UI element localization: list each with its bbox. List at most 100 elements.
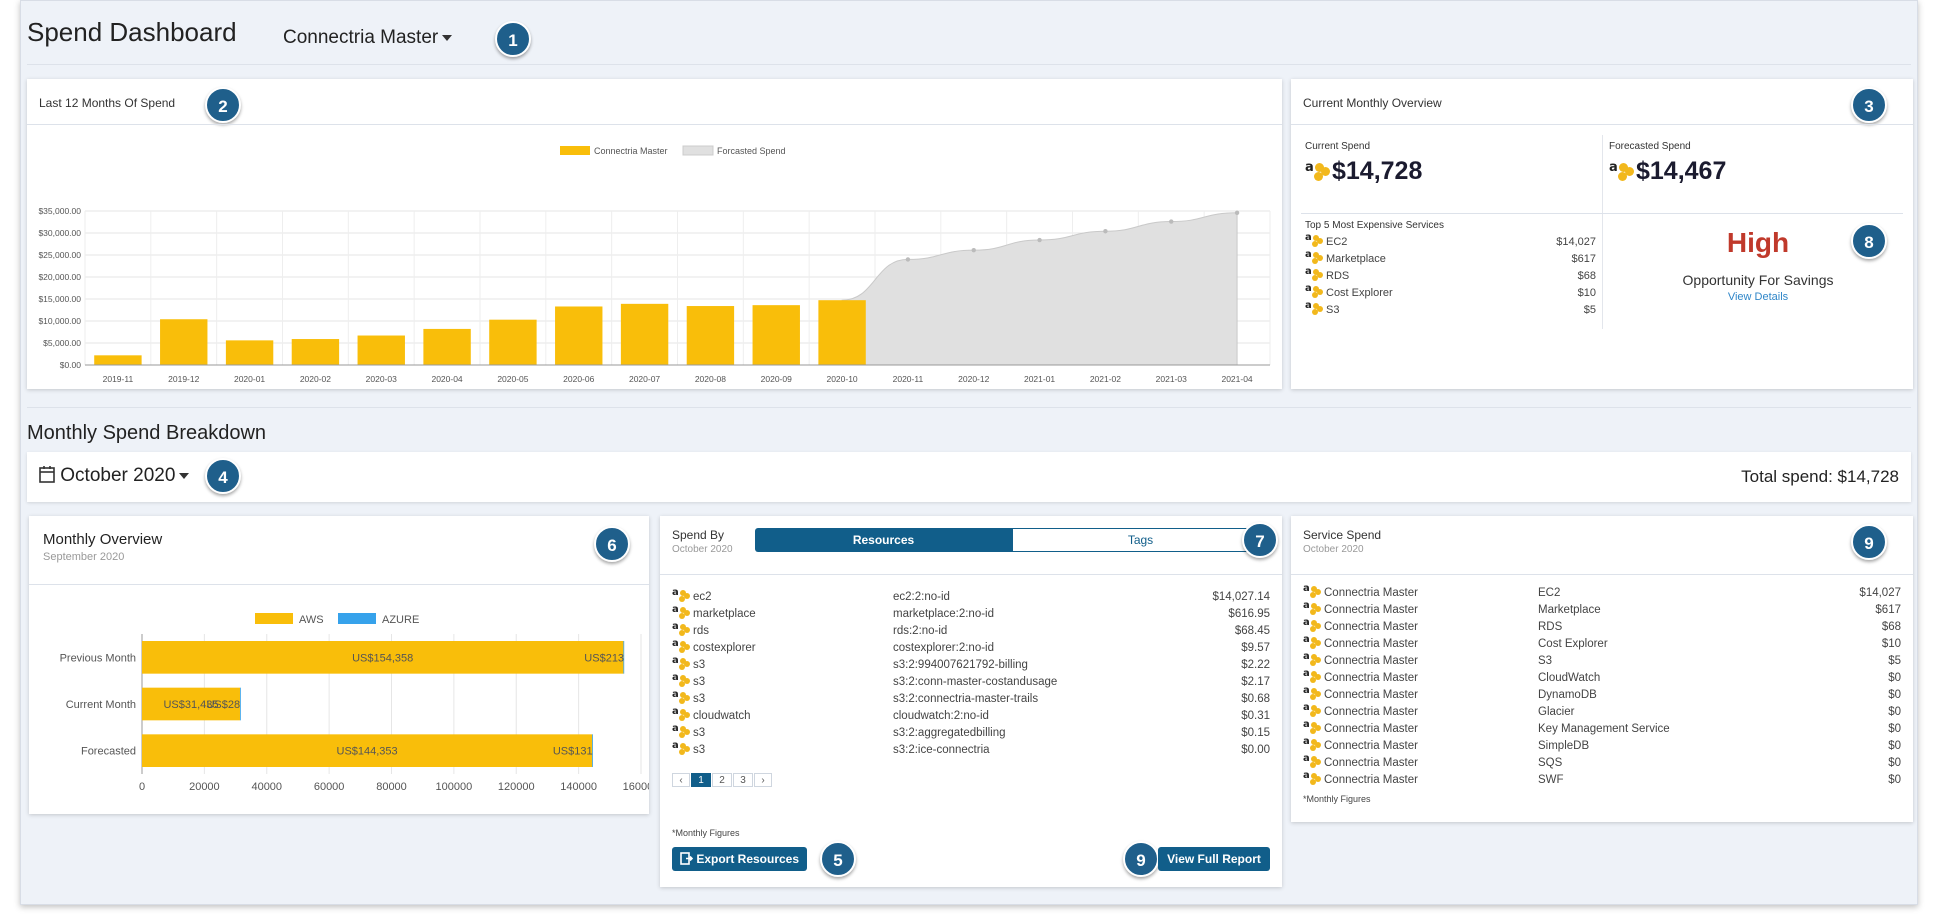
- service-account: a Connectria Master: [1303, 668, 1418, 685]
- spend-bar[interactable]: [357, 335, 405, 365]
- step-badge-6: 6: [594, 526, 630, 562]
- x-tick-label: 2019-12: [168, 374, 199, 384]
- spend-12-title: Last 12 Months Of Spend: [39, 96, 176, 110]
- spend-bar[interactable]: [160, 319, 208, 365]
- table-row: a costexplorer costexplorer:2:no-id $9.57: [672, 638, 1270, 657]
- view-full-report-button[interactable]: View Full Report: [1158, 847, 1270, 871]
- page-prev-button[interactable]: ‹: [672, 773, 690, 787]
- spend-bar[interactable]: [94, 355, 142, 365]
- export-icon: [680, 852, 694, 865]
- page-button-1[interactable]: 1: [691, 773, 711, 787]
- aws-icon: a: [672, 655, 690, 672]
- service-account: a Connectria Master: [1303, 583, 1418, 600]
- forecast-point[interactable]: [1169, 219, 1174, 224]
- step-badge-2: 2: [205, 87, 241, 123]
- resource-service: a s3: [672, 672, 705, 689]
- service-cost: $0: [1888, 757, 1901, 769]
- y-tick-label: Previous Month: [60, 652, 136, 664]
- spend-bar[interactable]: [423, 328, 471, 365]
- y-tick-label: Forecasted: [81, 746, 136, 758]
- table-row: a Connectria Master Glacier $0: [1303, 702, 1901, 721]
- page-button-3[interactable]: 3: [733, 773, 753, 787]
- azure-bar[interactable]: [623, 641, 625, 674]
- resource-service: a s3: [672, 723, 705, 740]
- account-name: Connectria Master: [1324, 757, 1418, 770]
- spend-bar[interactable]: [686, 306, 735, 365]
- top5-value: $68: [1577, 270, 1596, 282]
- service-account: a Connectria Master: [1303, 736, 1418, 753]
- legend-label-connectria: Connectria Master: [594, 146, 668, 156]
- account-name: Connectria Master: [1324, 723, 1418, 736]
- service-spend-title: Service Spend: [1303, 528, 1382, 542]
- service-name: SWF: [1538, 774, 1564, 786]
- x-tick-label: 140000: [560, 781, 597, 793]
- x-tick-label: 2021-02: [1090, 374, 1121, 384]
- aws-bar[interactable]: [142, 734, 593, 767]
- spend-bar[interactable]: [555, 306, 603, 365]
- aws-icon: a: [672, 706, 690, 723]
- page-next-button[interactable]: ›: [754, 773, 772, 787]
- resource-cost: $9.57: [1241, 642, 1270, 654]
- x-tick-label: 2019-11: [103, 374, 134, 384]
- x-tick-label: 20000: [189, 781, 220, 793]
- spend-bar[interactable]: [752, 305, 800, 365]
- account-name: Connectria Master: [1324, 774, 1418, 787]
- tab-resources[interactable]: Resources: [755, 528, 1012, 552]
- aws-icon: a: [672, 638, 690, 655]
- legend-label-azure: AZURE: [382, 614, 419, 626]
- legend-swatch-azure: [338, 613, 376, 624]
- service-name: marketplace: [693, 608, 756, 621]
- forecast-point[interactable]: [905, 257, 911, 262]
- view-details-link[interactable]: View Details: [1727, 291, 1789, 303]
- spend-bar[interactable]: [489, 319, 537, 365]
- service-name: Cost Explorer: [1326, 286, 1393, 299]
- monthly-overview-subtitle: September 2020: [43, 551, 125, 563]
- service-account: a Connectria Master: [1303, 600, 1418, 617]
- top5-row: a Marketplace $617: [1305, 249, 1596, 268]
- resource-id: costexplorer:2:no-id: [893, 642, 994, 654]
- forecast-point[interactable]: [1103, 229, 1108, 234]
- y-tick-label: $5,000.00: [43, 338, 81, 348]
- service-spend-footnote: *Monthly Figures: [1303, 794, 1371, 804]
- resource-id: s3:2:aggregatedbilling: [893, 727, 1006, 739]
- service-cost: $10: [1881, 638, 1901, 650]
- resource-id: ec2:2:no-id: [893, 591, 950, 603]
- table-row: a s3 s3:2:aggregatedbilling $0.15: [672, 723, 1270, 742]
- spend-bar[interactable]: [291, 339, 340, 365]
- legend-swatch-forecast: [682, 145, 714, 156]
- y-tick-label: $20,000.00: [38, 272, 81, 282]
- service-name: s3: [693, 693, 706, 706]
- card-divider: [27, 124, 1282, 125]
- tab-tags[interactable]: Tags: [1012, 528, 1269, 552]
- forecast-point[interactable]: [1234, 210, 1240, 215]
- spend-bar[interactable]: [818, 300, 866, 365]
- service-name: ec2: [693, 591, 712, 604]
- card-divider: [29, 584, 649, 585]
- table-row: a ec2 ec2:2:no-id $14,027.14: [672, 587, 1270, 606]
- azure-bar[interactable]: [592, 734, 594, 767]
- azure-bar[interactable]: [240, 687, 241, 721]
- resource-id: s3:2:conn-master-costandusage: [893, 676, 1058, 688]
- step-badge-3: 3: [1851, 87, 1887, 123]
- step-badge-5: 5: [820, 841, 856, 877]
- month-selector-label: October 2020: [60, 465, 176, 486]
- month-selector[interactable]: October 2020: [39, 465, 190, 487]
- forecast-point[interactable]: [971, 247, 976, 253]
- export-resources-button[interactable]: Export Resources: [672, 847, 807, 871]
- page-button-2[interactable]: 2: [712, 773, 732, 787]
- spend-bar[interactable]: [620, 303, 669, 365]
- resource-cost: $0.15: [1241, 727, 1270, 739]
- spend-bar[interactable]: [225, 340, 274, 365]
- chevron-down-icon: [179, 472, 190, 479]
- account-selector[interactable]: Connectria Master: [283, 27, 453, 49]
- aws-icon: a: [1303, 600, 1321, 617]
- service-cost: $0: [1888, 689, 1901, 701]
- service-name: Cost Explorer: [1538, 638, 1608, 650]
- table-row: a Connectria Master Cost Explorer $10: [1303, 634, 1901, 653]
- step-badge-4: 4: [205, 458, 241, 494]
- aws-bar[interactable]: [142, 641, 624, 674]
- service-account: a Connectria Master: [1303, 770, 1418, 787]
- forecast-point[interactable]: [1037, 237, 1042, 243]
- aws-bar[interactable]: [142, 687, 241, 721]
- service-name: CloudWatch: [1538, 672, 1601, 684]
